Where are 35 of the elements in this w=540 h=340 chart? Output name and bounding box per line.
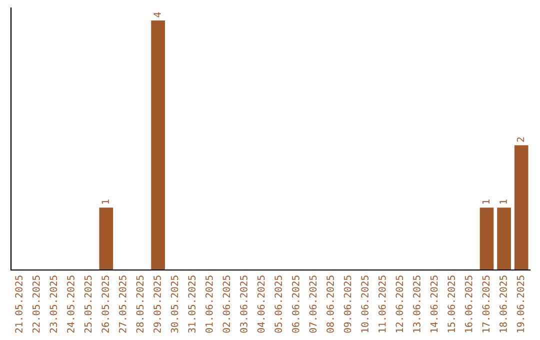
x-tick-label: 22.05.2025 [32, 276, 40, 333]
x-tick-label: 31.05.2025 [188, 276, 196, 333]
data-label: 2 [516, 137, 524, 142]
x-tick-label: 12.06.2025 [396, 276, 404, 332]
x-tick-label: 19.06.2025 [516, 276, 524, 332]
x-tick-label: 14.06.2025 [430, 276, 438, 332]
x-tick-label: 25.05.2025 [84, 276, 92, 333]
x-tick-label: 26.05.2025 [102, 276, 109, 333]
x-tick-label: 17.06.2025 [482, 276, 490, 332]
x-tick-label: 15.06.2025 [448, 276, 455, 332]
x-tick-label: 18.06.2025 [500, 276, 507, 332]
data-label: 1 [482, 200, 490, 204]
data-label: 4 [154, 12, 161, 18]
x-tick-label: 08.06.2025 [326, 276, 334, 333]
x-tick-label: 01.06.2025 [205, 276, 213, 333]
x-tick-label: 09.06.2025 [344, 276, 352, 333]
x-tick-label: 21.05.2025 [15, 276, 22, 333]
x-tick-label: 30.05.2025 [170, 276, 178, 333]
x-tick-label: 05.06.2025 [274, 276, 282, 333]
x-tick-label: 06.06.2025 [292, 276, 300, 333]
x-tick-label: 29.05.2025 [154, 276, 161, 333]
x-tick-label: 11.06.2025 [378, 276, 386, 332]
x-tick-label: 16.06.2025 [464, 276, 472, 332]
x-tick-label: 03.06.2025 [240, 276, 248, 333]
x-tick-label: 04.06.2025 [257, 276, 265, 333]
x-tick-label: 23.05.2025 [50, 276, 58, 333]
x-tick-label: 07.06.2025 [309, 276, 317, 333]
x-tick-label: 27.05.2025 [118, 276, 126, 333]
data-label: 1 [102, 200, 109, 204]
data-label: 1 [500, 200, 507, 204]
x-tick-label: 10.06.2025 [361, 276, 368, 332]
x-tick-label: 24.05.2025 [67, 276, 74, 333]
x-tick-label: 28.05.2025 [136, 276, 144, 333]
x-tick-label: 13.06.2025 [413, 276, 420, 332]
x-tick-label: 02.06.2025 [222, 276, 230, 333]
